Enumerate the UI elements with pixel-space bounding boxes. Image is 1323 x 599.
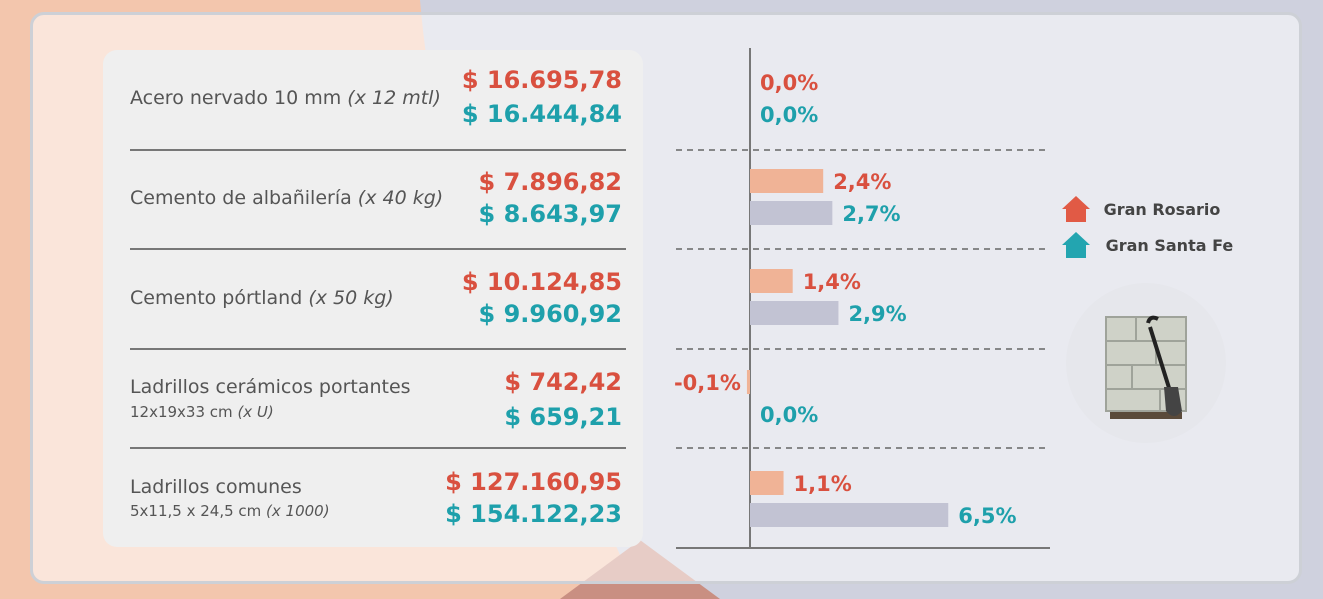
data-label-rosario: 0,0% (760, 71, 818, 95)
legend-item-santafe: Gran Santa Fe (1060, 230, 1233, 260)
bar-rosario (750, 269, 793, 293)
data-label-rosario: 1,4% (803, 270, 861, 294)
data-label-rosario: -0,1% (674, 371, 741, 395)
data-label-rosario: 2,4% (833, 170, 891, 194)
bar-santafe (750, 503, 948, 527)
data-label-santafe: 2,9% (848, 302, 906, 326)
bar-santafe (750, 301, 838, 325)
data-label-santafe: 0,0% (760, 403, 818, 427)
data-label-santafe: 0,0% (760, 103, 818, 127)
bar-rosario (750, 471, 784, 495)
data-label-santafe: 2,7% (842, 202, 900, 226)
bar-rosario (747, 370, 750, 394)
legend-item-rosario: Gran Rosario (1060, 194, 1220, 224)
house-icon (1060, 230, 1092, 260)
data-label-rosario: 1,1% (794, 472, 852, 496)
bricks-and-shovel-icon (1066, 283, 1226, 443)
bar-rosario (750, 169, 823, 193)
house-icon (1060, 194, 1092, 224)
bar-santafe (750, 201, 832, 225)
bricks-illustration (1066, 283, 1226, 443)
data-label-santafe: 6,5% (958, 504, 1016, 528)
